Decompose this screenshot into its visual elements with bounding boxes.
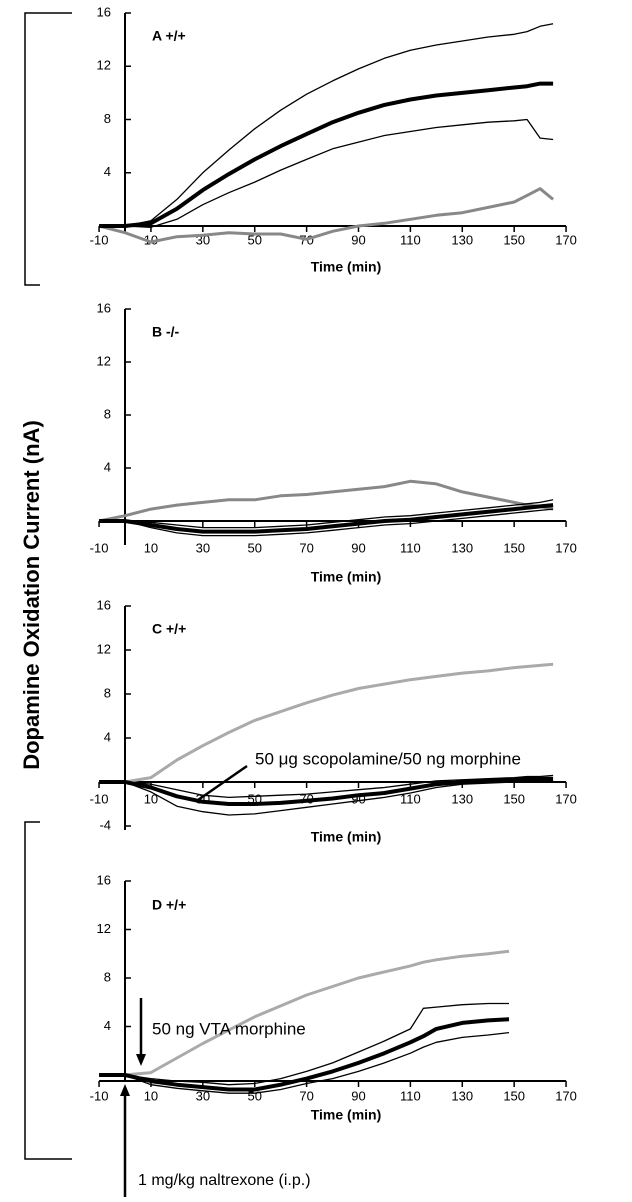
data-line — [98, 479, 554, 523]
x-tick-label: 70 — [299, 1088, 313, 1103]
data-line — [98, 187, 555, 244]
x-tick-label: 150 — [503, 232, 525, 247]
data-line — [99, 118, 554, 228]
y-tick-label: 4 — [104, 729, 111, 744]
annotation: 1 mg/kg naltrexone (i.p.) — [138, 1172, 311, 1189]
y-axis-label: Dopamine Oxidation Current (nA) — [19, 420, 44, 770]
x-axis-label: Time (min) — [311, 569, 382, 585]
data-line — [99, 1031, 510, 1094]
y-tick-label: -4 — [99, 817, 111, 832]
y-tick-label: 16 — [97, 872, 111, 887]
panel-title: B -/- — [152, 324, 180, 340]
arrow-head — [136, 1054, 146, 1066]
data-line — [99, 780, 554, 816]
x-tick-label: 10 — [144, 791, 158, 806]
x-tick-label: 110 — [400, 540, 421, 555]
y-tick-label: 12 — [97, 921, 111, 936]
y-tick-label: 4 — [104, 164, 111, 179]
data-line — [99, 23, 554, 227]
x-tick-label: 30 — [196, 1088, 210, 1103]
y-tick-label: 8 — [104, 111, 111, 126]
x-tick-label: 170 — [555, 232, 577, 247]
x-tick-label: 130 — [451, 791, 473, 806]
y-tick-label: 12 — [97, 353, 111, 368]
x-tick-label: 110 — [400, 1088, 421, 1103]
x-tick-label: 170 — [555, 540, 577, 555]
x-tick-label: 90 — [351, 540, 365, 555]
panel: 4 8 12 16 -10 10 30 50 70 90 110 130 150 170 B -/- Time… — [90, 300, 577, 584]
data-line — [99, 1002, 509, 1086]
x-tick-label: -10 — [90, 540, 109, 555]
x-tick-label: 130 — [451, 1088, 473, 1103]
data-line — [99, 1017, 510, 1092]
x-tick-label: 10 — [144, 1088, 158, 1103]
data-line — [99, 774, 554, 799]
left-bracket — [24, 12, 72, 1160]
x-tick-label: 170 — [555, 1088, 577, 1103]
y-tick-label: 4 — [104, 459, 111, 474]
data-line — [99, 81, 554, 228]
x-tick-label: -10 — [90, 791, 109, 806]
x-tick-label: 150 — [503, 791, 525, 806]
y-tick-label: 4 — [104, 1018, 111, 1033]
x-tick-label: 50 — [247, 540, 261, 555]
y-tick-label: 12 — [97, 58, 111, 73]
x-tick-label: 10 — [144, 232, 158, 247]
x-tick-label: 150 — [503, 1088, 525, 1103]
data-line — [99, 503, 554, 534]
data-line — [99, 508, 554, 537]
x-tick-label: -10 — [90, 232, 109, 247]
y-tick-label: 8 — [104, 406, 111, 421]
panel-title: C +/+ — [152, 621, 186, 637]
x-tick-label: 110 — [400, 791, 421, 806]
x-axis-label: Time (min) — [311, 1107, 382, 1123]
annotation: 50 ng VTA morphine — [152, 1019, 306, 1038]
x-axis-label: Time (min) — [311, 829, 382, 845]
panel-title: A +/+ — [152, 28, 186, 44]
data-line — [99, 662, 554, 784]
arrow-head — [120, 1084, 130, 1096]
x-tick-label: 90 — [351, 1088, 365, 1103]
y-tick-label: 16 — [97, 597, 111, 612]
bracket-top — [24, 12, 72, 286]
data-line — [99, 499, 554, 529]
data-line — [99, 949, 510, 1077]
annotation: 50 μg scopolamine/50 ng morphine — [255, 749, 521, 768]
annotation-arrow — [197, 764, 248, 802]
y-tick-label: 16 — [97, 4, 111, 19]
y-tick-label: 8 — [104, 969, 111, 984]
y-tick-label: 12 — [97, 641, 111, 656]
x-tick-label: 50 — [247, 232, 261, 247]
x-tick-label: 70 — [299, 540, 313, 555]
y-tick-label: 8 — [104, 685, 111, 700]
x-axis-label: Time (min) — [311, 259, 382, 275]
y-tick-label: 16 — [97, 300, 111, 315]
x-tick-label: 30 — [196, 540, 210, 555]
bracket-bottom — [24, 821, 72, 1160]
x-tick-label: 10 — [144, 540, 158, 555]
x-tick-label: 150 — [503, 540, 525, 555]
x-tick-label: 90 — [351, 232, 365, 247]
x-tick-label: 170 — [555, 791, 577, 806]
x-tick-label: -10 — [90, 1088, 109, 1103]
data-line — [99, 776, 554, 806]
panel-title: D +/+ — [152, 897, 186, 913]
x-tick-label: 130 — [451, 540, 473, 555]
x-tick-label: 130 — [451, 232, 473, 247]
x-tick-label: 110 — [400, 232, 421, 247]
